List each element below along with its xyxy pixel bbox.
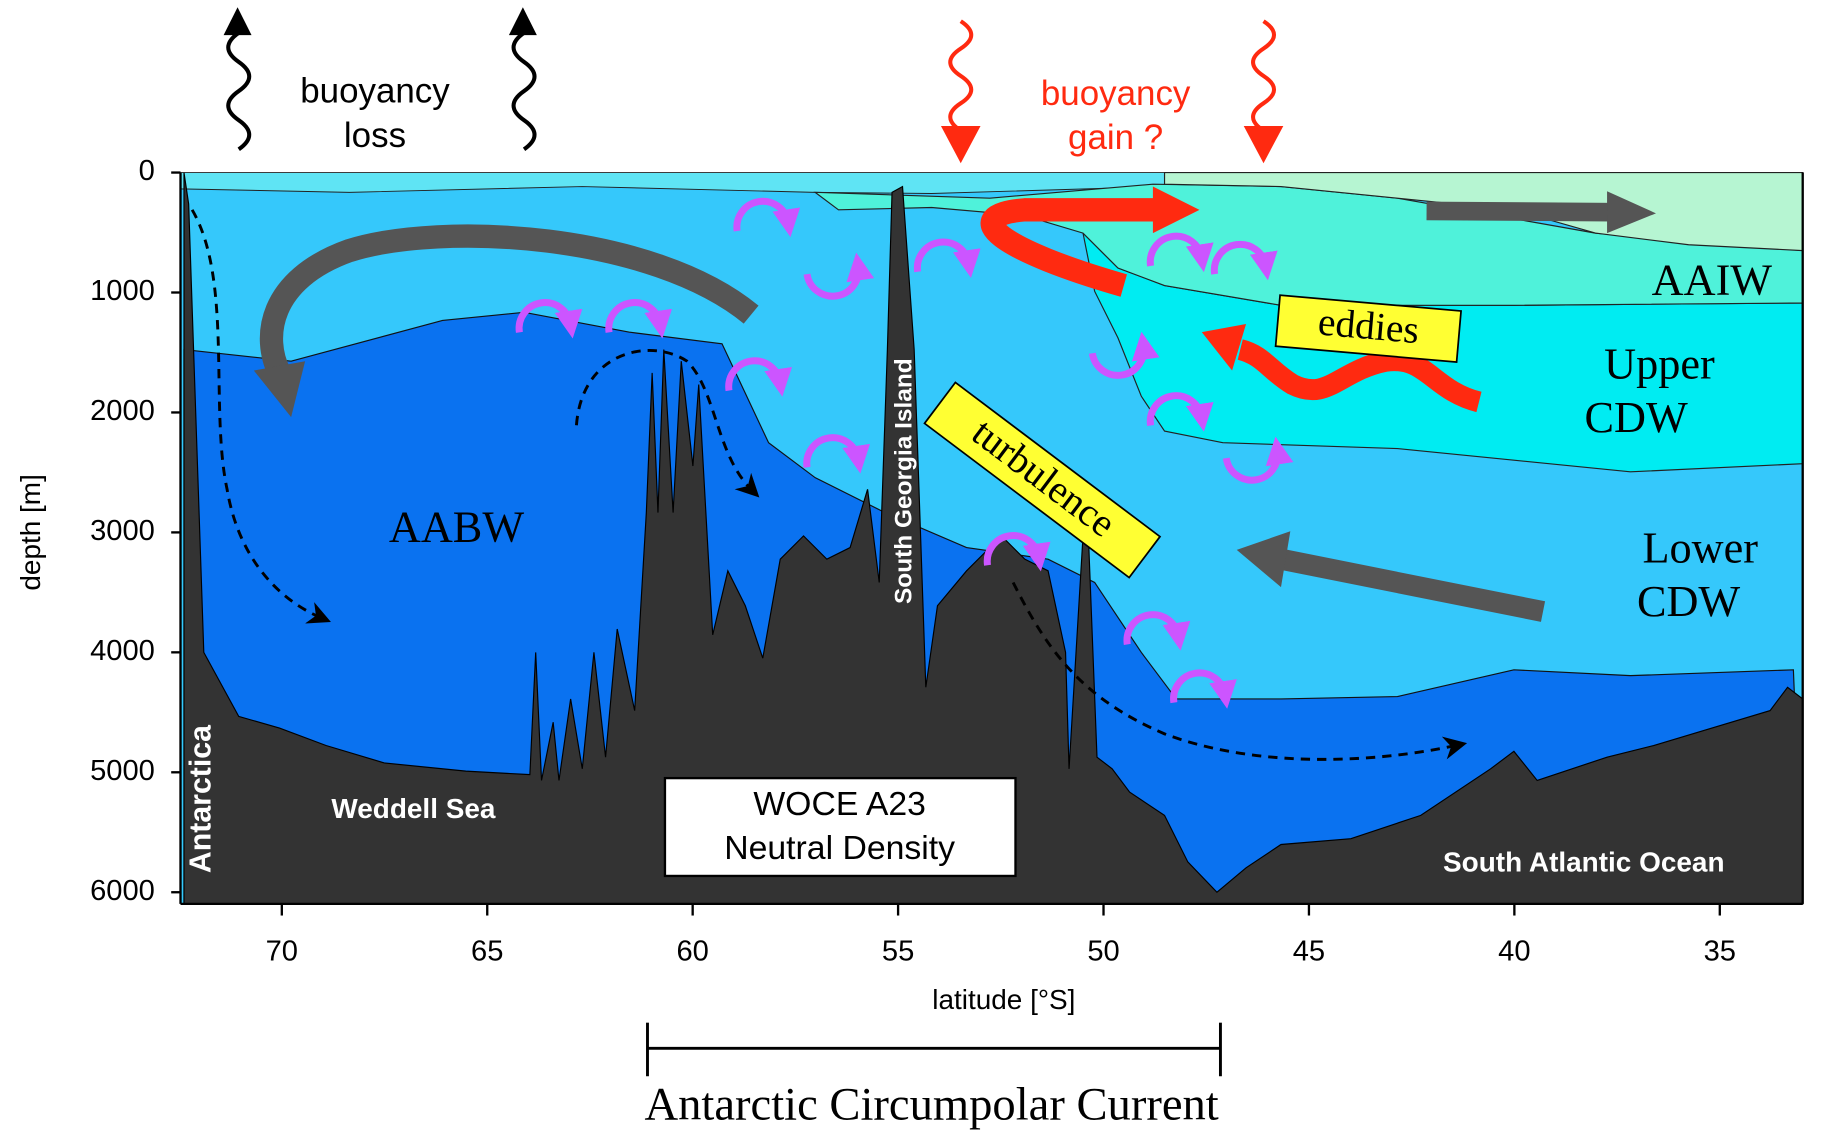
buoyancy-loss-label: buoyancy <box>300 72 450 111</box>
buoyancy-loss-label: loss <box>344 116 406 155</box>
eddies-label: eddies <box>1316 300 1421 353</box>
weddell-sea-label: Weddell Sea <box>331 793 496 824</box>
gray-flow-arrow <box>1427 211 1613 212</box>
x-tick-label: 45 <box>1293 935 1325 967</box>
buoyancy-gain-label: buoyancy <box>1041 74 1191 113</box>
wavy-arrow-head <box>509 7 537 35</box>
aabw-label: AABW <box>389 502 524 551</box>
y-tick-label: 5000 <box>90 755 155 787</box>
wavy-arrow-head <box>224 7 252 35</box>
buoyancy-gain-label: gain ? <box>1068 118 1163 157</box>
y-tick-label: 6000 <box>90 875 155 907</box>
x-tick-label: 35 <box>1704 935 1736 967</box>
wavy-arrow <box>950 21 971 130</box>
section-label: WOCE A23 <box>753 785 926 823</box>
south-georgia-label: South Georgia Island <box>890 358 917 604</box>
x-axis-label: latitude [°S] <box>932 984 1075 1015</box>
section-label: Neutral Density <box>724 829 955 867</box>
y-axis-label: depth [m] <box>15 474 46 590</box>
page: { "top_labels": { "buoyancy_loss": ["buo… <box>0 0 1826 1137</box>
y-tick-label: 0 <box>139 155 155 187</box>
wavy-arrow-head <box>1244 126 1284 163</box>
antarctica-label: Antarctica <box>185 724 218 873</box>
y-tick-label: 4000 <box>90 635 155 667</box>
upper-cdw-label: Upper <box>1604 339 1715 388</box>
x-tick-label: 50 <box>1087 935 1119 967</box>
diagram: 0 1000 2000 3000 4000 5000 6000 70 65 60 55 50 45 40 3… <box>0 0 1826 1137</box>
upper-cdw-label: CDW <box>1585 393 1688 442</box>
wavy-arrow-head <box>941 126 981 163</box>
x-tick-label: 40 <box>1498 935 1530 967</box>
wavy-arrow <box>514 33 535 149</box>
lower-cdw-label: CDW <box>1637 577 1740 626</box>
y-tick-label: 2000 <box>90 395 155 427</box>
y-tick-label: 1000 <box>90 275 155 307</box>
wavy-arrow <box>228 33 249 149</box>
acc-label: Antarctic Circumpolar Current <box>644 1079 1218 1131</box>
x-tick-label: 65 <box>471 935 503 967</box>
x-tick-label: 55 <box>882 935 914 967</box>
x-tick-label: 70 <box>266 935 298 967</box>
x-tick-label: 60 <box>676 935 708 967</box>
south-atlantic-label: South Atlantic Ocean <box>1443 847 1724 878</box>
aaiw-label: AAIW <box>1652 256 1773 305</box>
y-tick-label: 3000 <box>90 515 155 547</box>
wavy-arrow <box>1253 21 1274 130</box>
lower-cdw-label: Lower <box>1642 523 1758 572</box>
